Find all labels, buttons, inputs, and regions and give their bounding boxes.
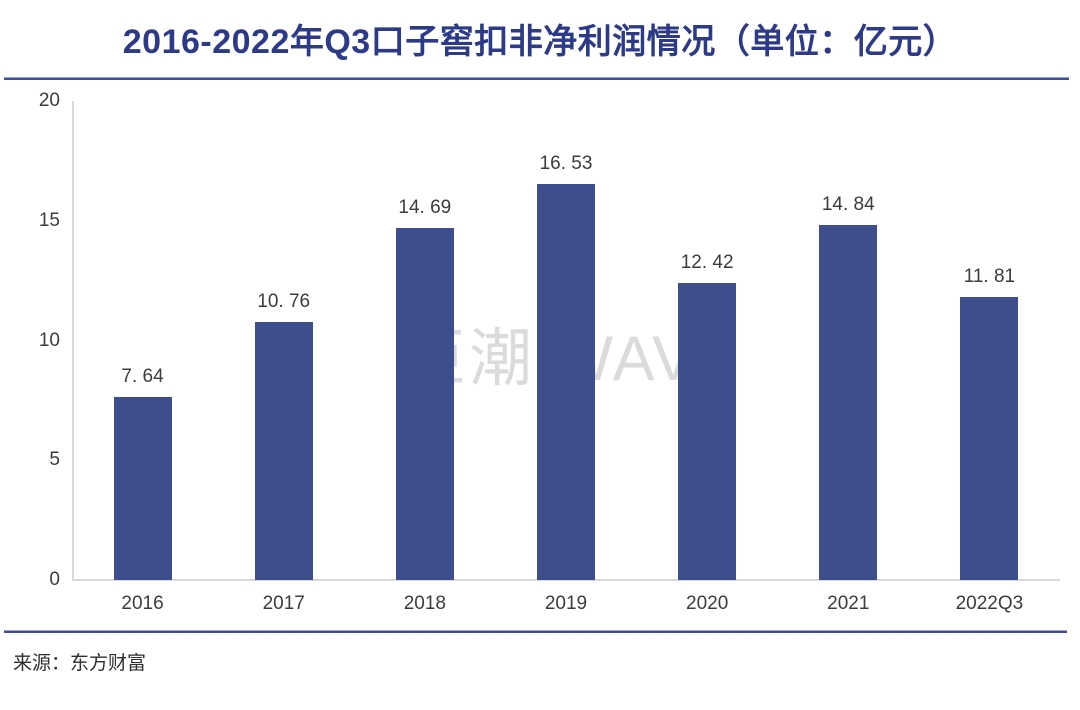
x-tick-label-2016: 2016 [121, 593, 164, 614]
bar-2018 [395, 228, 454, 580]
bar-value-label-2017: 10. 76 [257, 291, 311, 313]
x-axis-line [72, 579, 1060, 581]
bar-value-label-2022Q3: 11. 81 [963, 266, 1016, 288]
x-tick-label-2021: 2021 [827, 593, 870, 614]
y-tick-label-0: 0 [49, 569, 60, 590]
bar-2019 [537, 184, 595, 580]
bar-2020 [678, 282, 737, 580]
y-tick-label-20: 20 [38, 90, 60, 111]
title-divider [4, 77, 1069, 80]
x-tick-label-2020: 2020 [686, 593, 729, 614]
footer-divider [4, 630, 1067, 633]
y-tick-label-5: 5 [49, 449, 60, 471]
bar-value-label-2020: 12. 42 [680, 251, 734, 273]
bar-2022Q3 [960, 297, 1019, 580]
bar-value-label-2021: 14. 84 [821, 193, 875, 215]
x-tick-label-2022Q3: 2022Q3 [955, 593, 1024, 614]
bar-2017 [254, 322, 313, 580]
x-tick-label-2017: 2017 [262, 593, 305, 614]
bar-2016 [113, 397, 172, 580]
y-axis-line [72, 101, 74, 581]
bar-value-label-2018: 14. 69 [398, 197, 452, 219]
source-label: 来源：东方财富 [13, 653, 147, 674]
bar-value-label-2019: 16. 53 [539, 153, 593, 175]
y-tick-label-15: 15 [38, 209, 60, 231]
chart-title: 2016-2022年Q3口子窖扣非净利润情况（单位：亿元） [122, 23, 958, 61]
x-tick-label-2018: 2018 [403, 593, 446, 614]
y-tick-label-10: 10 [38, 329, 60, 351]
x-tick-label-2019: 2019 [544, 593, 588, 614]
bar-value-label-2016: 7. 64 [121, 366, 164, 388]
bar-2021 [819, 224, 878, 580]
